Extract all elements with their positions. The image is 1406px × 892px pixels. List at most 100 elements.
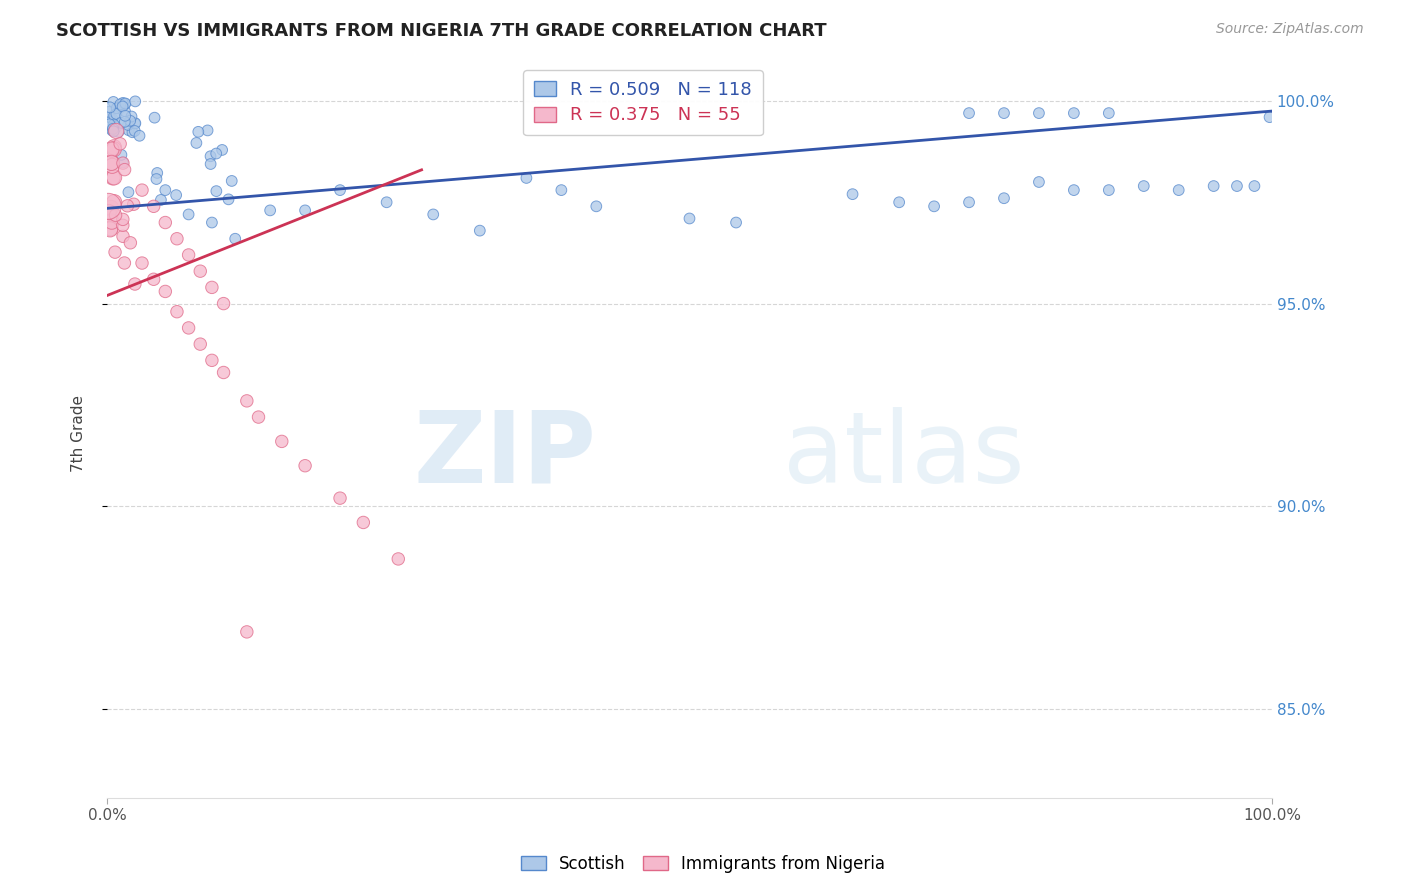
Point xyxy=(166,304,188,318)
Point xyxy=(110,148,132,162)
Point xyxy=(110,97,132,112)
Point xyxy=(1226,179,1249,194)
Point xyxy=(957,106,980,120)
Point xyxy=(1167,183,1189,197)
Point xyxy=(121,110,143,124)
Y-axis label: 7th Grade: 7th Grade xyxy=(72,395,86,472)
Point xyxy=(114,162,136,177)
Point xyxy=(205,146,228,161)
Point xyxy=(1063,106,1085,120)
Point xyxy=(187,125,209,139)
Point xyxy=(104,245,127,260)
Point xyxy=(200,149,222,163)
Point xyxy=(142,272,165,286)
Point xyxy=(177,321,200,335)
Point xyxy=(143,111,166,125)
Point xyxy=(1098,183,1121,197)
Point xyxy=(97,104,120,119)
Point xyxy=(117,118,139,132)
Point xyxy=(101,159,124,173)
Point xyxy=(101,121,124,136)
Point xyxy=(678,211,700,226)
Point xyxy=(1243,179,1265,194)
Point xyxy=(142,199,165,213)
Point xyxy=(112,256,135,270)
Point xyxy=(131,183,153,197)
Point xyxy=(329,491,352,505)
Point xyxy=(177,207,200,221)
Point xyxy=(515,170,537,185)
Point xyxy=(103,118,125,132)
Point xyxy=(110,116,132,130)
Point xyxy=(1098,106,1121,120)
Point xyxy=(114,96,136,111)
Point xyxy=(149,193,172,207)
Point xyxy=(100,156,122,170)
Point xyxy=(224,232,246,246)
Point xyxy=(124,95,146,109)
Point xyxy=(247,410,270,425)
Point xyxy=(107,125,129,139)
Point xyxy=(120,113,142,128)
Point xyxy=(114,109,136,123)
Point xyxy=(111,99,134,113)
Point xyxy=(236,624,259,639)
Point xyxy=(124,116,146,130)
Point xyxy=(122,197,145,211)
Point xyxy=(111,219,134,233)
Point xyxy=(922,199,945,213)
Point xyxy=(725,215,748,229)
Point xyxy=(104,208,127,222)
Point xyxy=(100,201,122,215)
Point xyxy=(105,124,128,138)
Text: Source: ZipAtlas.com: Source: ZipAtlas.com xyxy=(1216,22,1364,37)
Point xyxy=(111,95,134,110)
Point xyxy=(100,221,122,235)
Point xyxy=(105,101,128,115)
Point xyxy=(165,188,187,202)
Point xyxy=(188,337,211,351)
Point xyxy=(177,248,200,262)
Point xyxy=(155,215,177,229)
Point xyxy=(103,124,125,138)
Legend: Scottish, Immigrants from Nigeria: Scottish, Immigrants from Nigeria xyxy=(515,848,891,880)
Point xyxy=(114,96,136,111)
Point xyxy=(97,205,120,219)
Point xyxy=(97,199,120,213)
Point xyxy=(120,235,142,250)
Point xyxy=(205,184,228,198)
Point xyxy=(103,95,125,109)
Point xyxy=(124,116,146,130)
Point xyxy=(111,229,134,244)
Point xyxy=(329,183,352,197)
Point xyxy=(114,115,136,129)
Point xyxy=(188,264,211,278)
Point xyxy=(270,434,292,449)
Point xyxy=(294,203,316,218)
Point xyxy=(212,296,235,310)
Point xyxy=(108,136,131,151)
Text: SCOTTISH VS IMMIGRANTS FROM NIGERIA 7TH GRADE CORRELATION CHART: SCOTTISH VS IMMIGRANTS FROM NIGERIA 7TH … xyxy=(56,22,827,40)
Point xyxy=(131,256,153,270)
Point xyxy=(387,552,409,566)
Point xyxy=(259,203,281,218)
Point xyxy=(186,136,208,150)
Point xyxy=(111,156,134,170)
Point xyxy=(221,174,243,188)
Point xyxy=(236,393,259,408)
Point xyxy=(121,125,143,139)
Point xyxy=(200,157,222,171)
Point xyxy=(550,183,572,197)
Point xyxy=(211,143,233,157)
Point xyxy=(218,192,240,206)
Point xyxy=(118,123,141,137)
Point xyxy=(375,195,398,210)
Point xyxy=(98,100,121,114)
Point xyxy=(124,124,146,138)
Point xyxy=(212,366,235,380)
Point xyxy=(100,155,122,169)
Point xyxy=(101,170,124,185)
Point xyxy=(146,166,169,180)
Point xyxy=(201,353,224,368)
Point xyxy=(1202,179,1225,194)
